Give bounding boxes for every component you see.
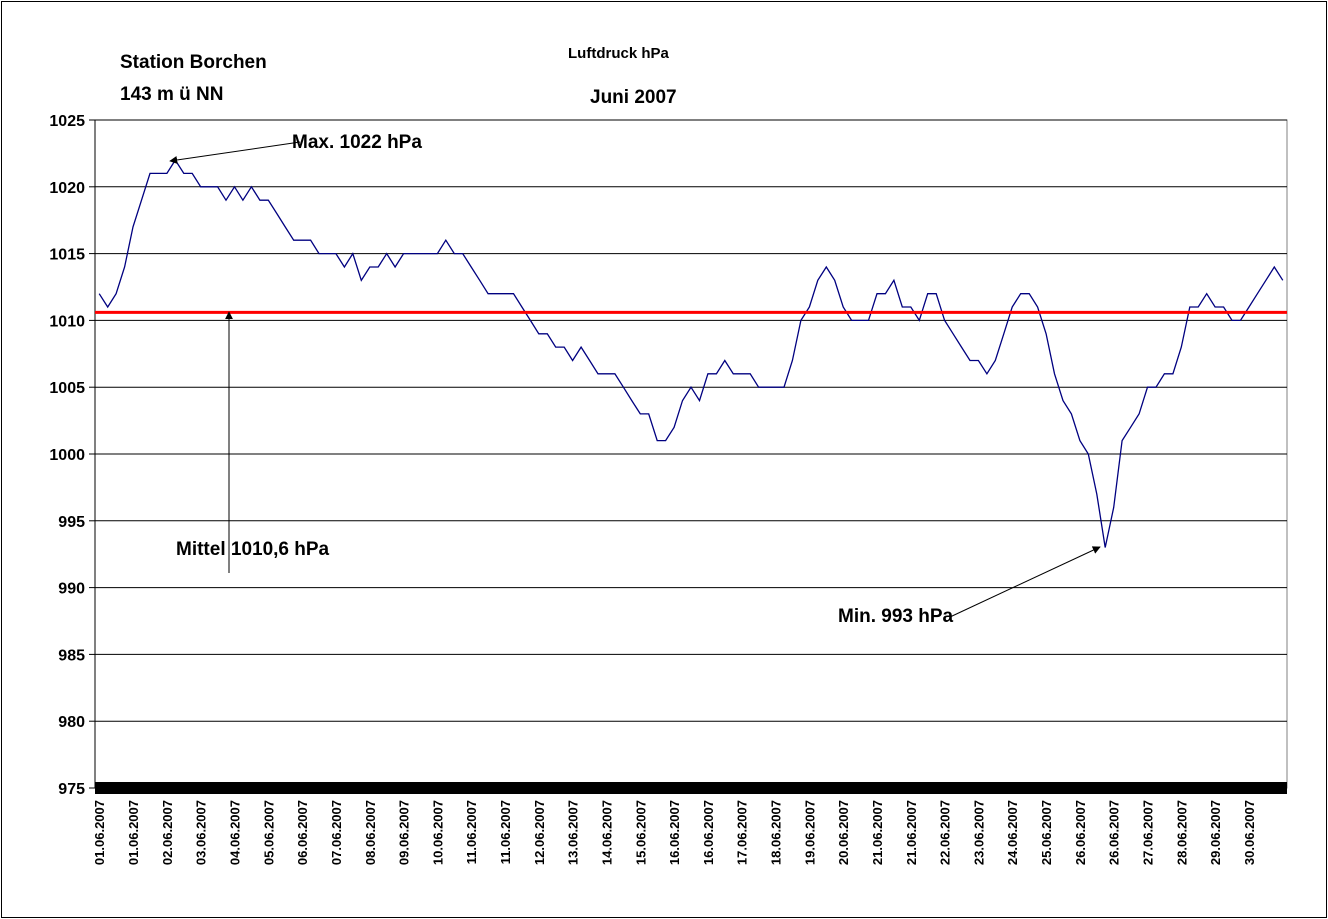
x-tick-label: 16.06.2007 [701,800,716,865]
y-tick-label: 1000 [49,447,85,464]
chart-subtitle: Juni 2007 [590,87,677,108]
x-tick-label: 05.06.2007 [261,800,276,865]
y-tick-label: 975 [58,781,85,798]
x-tick-label: 29.06.2007 [1208,800,1223,865]
x-tick-label: 10.06.2007 [430,800,445,865]
x-tick-label: 07.06.2007 [329,800,344,865]
x-tick-label: 28.06.2007 [1174,800,1189,865]
station-name: Station Borchen [120,52,267,73]
x-tick-label: 18.06.2007 [769,800,784,865]
x-tick-label: 23.06.2007 [971,800,986,865]
x-tick-label: 08.06.2007 [363,800,378,865]
x-tick-label: 11.06.2007 [498,800,513,864]
x-tick-label: 01.06.2007 [126,800,141,865]
y-tick-label: 1010 [49,313,85,330]
y-tick-label: 990 [58,581,85,598]
mean-annotation: Mittel 1010,6 hPa [176,539,330,560]
x-tick-label: 25.06.2007 [1039,800,1054,865]
x-tick-label: 04.06.2007 [227,800,242,865]
x-tick-label: 20.06.2007 [836,800,851,865]
y-tick-label: 1015 [49,247,85,264]
x-tick-label: 26.06.2007 [1073,800,1088,865]
station-altitude: 143 m ü NN [120,84,223,105]
x-tick-label: 16.06.2007 [667,800,682,865]
x-tick-label: 21.06.2007 [870,800,885,865]
y-tick-label: 995 [58,514,85,531]
x-tick-label: 24.06.2007 [1005,800,1020,865]
x-tick-label: 11.06.2007 [464,800,479,864]
x-tick-label: 03.06.2007 [194,800,209,865]
y-tick-label: 985 [58,647,85,664]
y-tick-label: 1025 [49,113,85,130]
x-tick-label: 26.06.2007 [1107,800,1122,865]
min-arrow [949,546,1101,618]
pressure-line [98,158,1284,548]
max-arrow [169,141,301,164]
max-annotation: Max. 1022 hPa [292,132,422,153]
y-tick-label: 1020 [49,180,85,197]
x-tick-label: 30.06.2007 [1242,800,1257,865]
x-tick-label: 21.06.2007 [904,800,919,865]
x-tick-label: 19.06.2007 [802,800,817,865]
x-tick-label: 22.06.2007 [938,800,953,865]
x-tick-label: 13.06.2007 [566,800,581,865]
x-tick-label: 17.06.2007 [735,800,750,865]
x-tick-label: 14.06.2007 [599,800,614,865]
x-axis-band [95,782,1287,794]
x-tick-label: 06.06.2007 [295,800,310,865]
x-tick-label: 12.06.2007 [532,800,547,865]
chart-title: Luftdruck hPa [568,45,669,62]
x-tick-label: 15.06.2007 [633,800,648,865]
y-tick-label: 980 [58,714,85,731]
x-tick-label: 27.06.2007 [1141,800,1156,865]
x-tick-label: 01.06.2007 [92,800,107,865]
y-tick-label: 1005 [49,380,85,397]
x-tick-label: 02.06.2007 [160,800,175,865]
x-tick-label: 09.06.2007 [397,800,412,865]
min-annotation: Min. 993 hPa [838,606,954,627]
